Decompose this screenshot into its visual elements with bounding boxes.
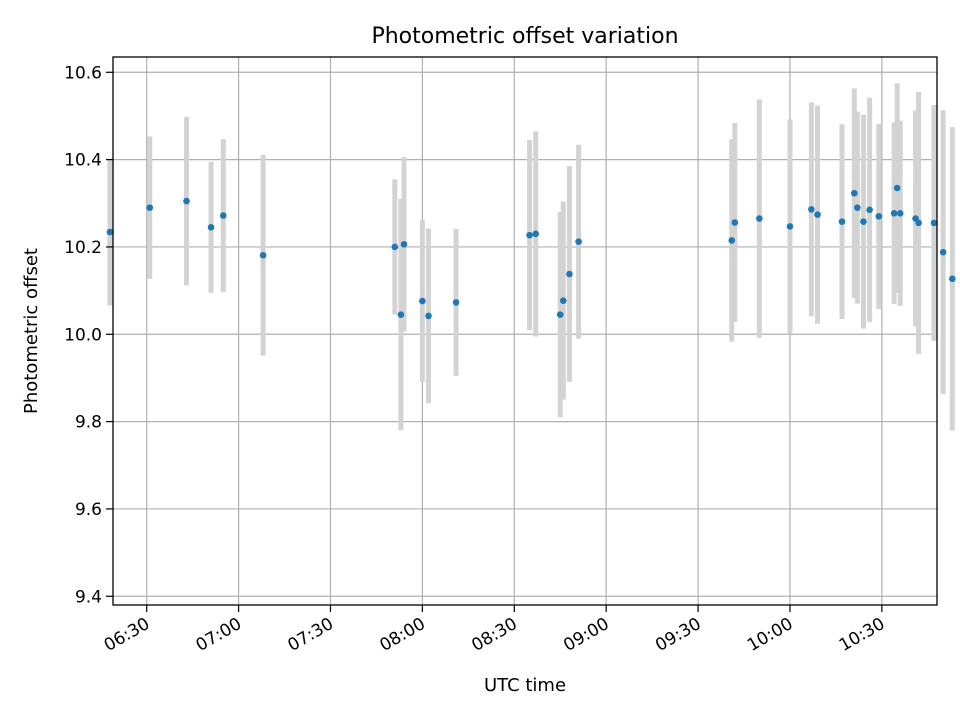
data-point xyxy=(183,197,190,205)
data-point xyxy=(814,211,821,218)
x-axis-label: UTC time xyxy=(484,675,566,696)
data-point xyxy=(875,213,883,220)
chart-title: Photometric offset variation xyxy=(371,24,678,49)
y-axis-ticks: 9.4 9.6 9.8 10.0 10.2 10.4 10.6 xyxy=(64,63,113,607)
data-point xyxy=(949,275,956,283)
data-point xyxy=(854,204,861,211)
data-point xyxy=(400,241,408,248)
data-point xyxy=(106,228,114,236)
y-tick-label: 9.4 xyxy=(75,587,102,607)
data-point xyxy=(526,231,533,239)
data-point xyxy=(838,218,846,225)
y-tick-label: 10.4 xyxy=(64,151,102,171)
plot-frame xyxy=(112,56,938,606)
data-point xyxy=(939,248,947,256)
y-tick-label: 9.8 xyxy=(75,413,102,433)
data-point xyxy=(532,230,540,238)
data-point xyxy=(866,206,873,214)
data-point xyxy=(575,238,582,246)
data-point xyxy=(860,218,867,225)
data-point xyxy=(731,219,739,226)
data-points xyxy=(106,184,956,320)
data-point xyxy=(786,223,794,230)
data-point xyxy=(566,270,573,278)
data-point xyxy=(893,184,901,192)
data-point xyxy=(559,297,567,304)
data-point xyxy=(259,251,267,259)
y-tick-label: 10.6 xyxy=(64,63,102,83)
data-point xyxy=(728,237,736,244)
data-point xyxy=(930,219,938,227)
y-tick-label: 10.2 xyxy=(64,238,102,258)
y-tick-label: 9.6 xyxy=(75,500,102,520)
data-point xyxy=(556,311,564,318)
data-point xyxy=(391,243,399,251)
data-point xyxy=(756,215,763,222)
data-point xyxy=(890,210,898,217)
y-tick-label: 10.0 xyxy=(64,325,102,345)
data-point xyxy=(419,297,426,305)
data-point xyxy=(146,204,154,211)
data-point xyxy=(808,206,815,213)
data-point xyxy=(915,219,922,227)
data-point xyxy=(452,299,460,306)
data-point xyxy=(219,212,227,219)
data-point xyxy=(207,223,215,231)
data-point xyxy=(397,311,405,318)
data-point xyxy=(850,189,858,197)
data-point xyxy=(425,312,432,320)
data-point xyxy=(896,210,904,217)
y-axis-label: Photometric offset xyxy=(21,248,42,414)
